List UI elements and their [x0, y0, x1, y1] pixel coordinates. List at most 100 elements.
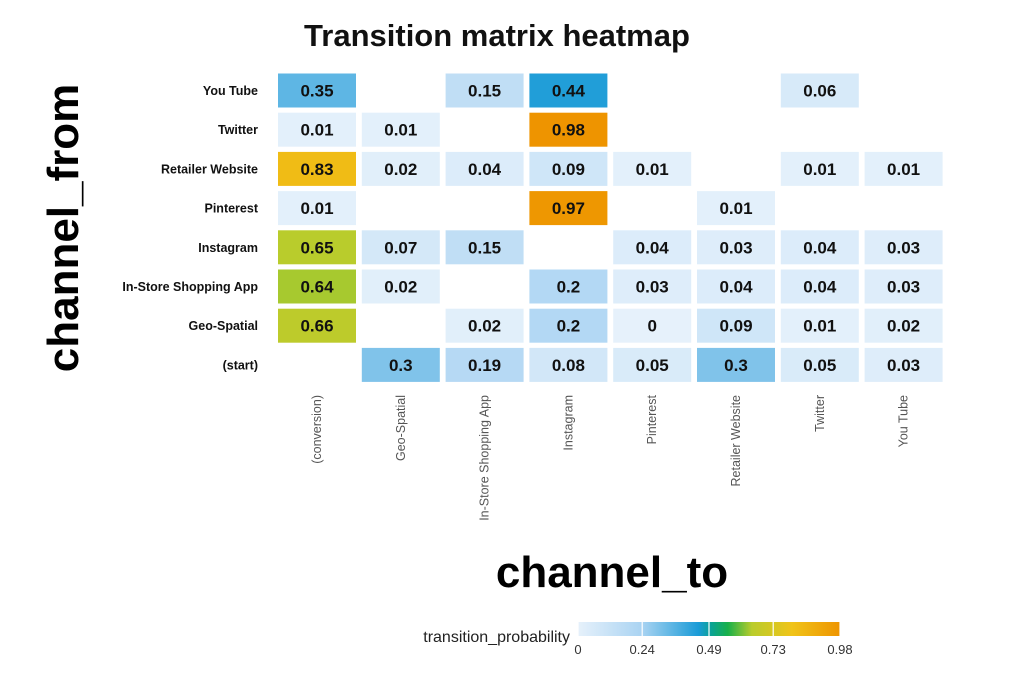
- cell-value-label: 0.01: [803, 317, 836, 336]
- cell-value-label: 0.2: [557, 317, 581, 336]
- cell-value-label: 0.15: [468, 82, 501, 101]
- cell-value-label: 0.07: [384, 238, 417, 257]
- cell-value-label: 0.19: [468, 356, 501, 375]
- x-axis-ticks: (conversion) Geo-Spatial In-Store Shopping…: [310, 394, 911, 520]
- heatmap-cell: [864, 269, 943, 304]
- heatmap-cell: [361, 112, 440, 147]
- cell-value-label: 0.2: [557, 278, 581, 297]
- y-axis-ticks: You Tube Twitter Retailer Website Pinterest…: [122, 84, 258, 372]
- heatmap-cell: [278, 269, 356, 304]
- heatmap-cell: [445, 151, 524, 186]
- cell-value-label: 0.04: [803, 278, 837, 297]
- heatmap-cell: [697, 308, 775, 343]
- cell-value-label: 0.04: [719, 278, 753, 297]
- heatmap-cell: [780, 151, 859, 186]
- heatmap-cell: [864, 151, 943, 186]
- y-tick-label: In-Store Shopping App: [122, 280, 258, 294]
- x-axis-title: channel_to: [496, 548, 728, 597]
- heatmap-cell: [697, 269, 775, 304]
- heatmap-cell: [361, 151, 440, 186]
- heatmap-cell: [445, 347, 524, 382]
- heatmap-cell: [864, 230, 943, 265]
- cell-value-label: 0.01: [636, 160, 669, 179]
- heatmap-cell: [529, 308, 608, 343]
- heatmap-cell: [445, 230, 524, 265]
- cell-value-label: 0.01: [300, 121, 333, 140]
- heatmap-cell: [529, 151, 608, 186]
- heatmap-cell: [780, 308, 859, 343]
- cell-value-label: 0.3: [389, 356, 413, 375]
- cell-value-label: 0.03: [887, 356, 920, 375]
- cell-value-label: 0.04: [636, 238, 670, 257]
- heatmap-cell: [361, 230, 440, 265]
- cell-value-label: 0.09: [552, 160, 585, 179]
- heatmap-cell: [529, 347, 608, 382]
- cell-value-label: 0.44: [552, 82, 586, 101]
- y-tick-label: (start): [223, 358, 258, 372]
- heatmap-cell: [864, 347, 943, 382]
- cell-value-label: 0.01: [719, 199, 752, 218]
- x-tick-label: Pinterest: [645, 394, 659, 444]
- y-tick-label: Retailer Website: [161, 162, 258, 176]
- heatmap-cells: 0.35 0.15 0.44 0.06 0.01 0.01 0.98 0.83 0.02 0.04…: [278, 73, 943, 382]
- heatmap-cell: [529, 191, 608, 226]
- cell-value-label: 0.66: [300, 317, 333, 336]
- x-tick-label: Instagram: [561, 395, 575, 451]
- cell-value-label: 0.64: [300, 278, 334, 297]
- heatmap-cell: [780, 269, 859, 304]
- heatmap-cell: [613, 151, 692, 186]
- heatmap-cell: [613, 308, 692, 343]
- cell-value-label: 0.05: [636, 356, 669, 375]
- heatmap-cell: [278, 73, 356, 108]
- color-legend: transition_probability 0 0.24 0.49 0.73 0.98: [423, 622, 853, 657]
- x-tick-label: In-Store Shopping App: [478, 395, 492, 521]
- x-tick-label: (conversion): [310, 395, 324, 464]
- cell-value-label: 0.03: [887, 278, 920, 297]
- y-tick-label: You Tube: [203, 84, 258, 98]
- legend-tick-label: 0: [574, 642, 581, 657]
- heatmap-cell: [361, 347, 440, 382]
- heatmap-cell: [613, 347, 692, 382]
- cell-value-label: 0.01: [300, 199, 333, 218]
- heatmap-cell: [613, 269, 692, 304]
- cell-value-label: 0.15: [468, 238, 501, 257]
- cell-value-label: 0.03: [636, 278, 669, 297]
- legend-tick-label: 0.49: [696, 642, 721, 657]
- heatmap-cell: [445, 73, 524, 108]
- legend-tick-label: 0.73: [761, 642, 786, 657]
- x-tick-label: You Tube: [897, 395, 911, 447]
- heatmap-cell: [780, 73, 859, 108]
- cell-value-label: 0.3: [724, 356, 748, 375]
- cell-value-label: 0.02: [384, 160, 417, 179]
- chart-title: Transition matrix heatmap: [304, 18, 690, 53]
- x-tick-label: Geo-Spatial: [394, 395, 408, 461]
- y-tick-label: Instagram: [198, 241, 258, 255]
- legend-tick-label: 0.98: [827, 642, 852, 657]
- cell-value-label: 0.06: [803, 82, 836, 101]
- y-tick-label: Twitter: [218, 123, 258, 137]
- legend-tick-label: 0.24: [630, 642, 655, 657]
- cell-value-label: 0.01: [384, 121, 417, 140]
- cell-value-label: 0: [647, 317, 656, 336]
- heatmap-cell: [697, 230, 775, 265]
- heatmap-cell: [445, 308, 524, 343]
- heatmap-cell: [278, 230, 356, 265]
- heatmap-cell: [697, 347, 775, 382]
- cell-value-label: 0.35: [300, 82, 333, 101]
- heatmap-cell: [780, 347, 859, 382]
- legend-ticks: 0 0.24 0.49 0.73 0.98: [574, 622, 853, 657]
- cell-value-label: 0.65: [300, 238, 333, 257]
- y-axis-title: channel_from: [39, 84, 88, 373]
- cell-value-label: 0.08: [552, 356, 585, 375]
- cell-value-label: 0.97: [552, 199, 585, 218]
- cell-value-label: 0.03: [719, 238, 752, 257]
- heatmap-cell: [278, 308, 356, 343]
- heatmap-cell: [697, 191, 775, 226]
- cell-value-label: 0.01: [803, 160, 836, 179]
- heatmap-cell: [278, 191, 356, 226]
- x-tick-label: Retailer Website: [729, 395, 743, 487]
- cell-value-label: 0.83: [300, 160, 333, 179]
- heatmap-cell: [278, 151, 356, 186]
- cell-value-label: 0.01: [887, 160, 920, 179]
- heatmap-cell: [780, 230, 859, 265]
